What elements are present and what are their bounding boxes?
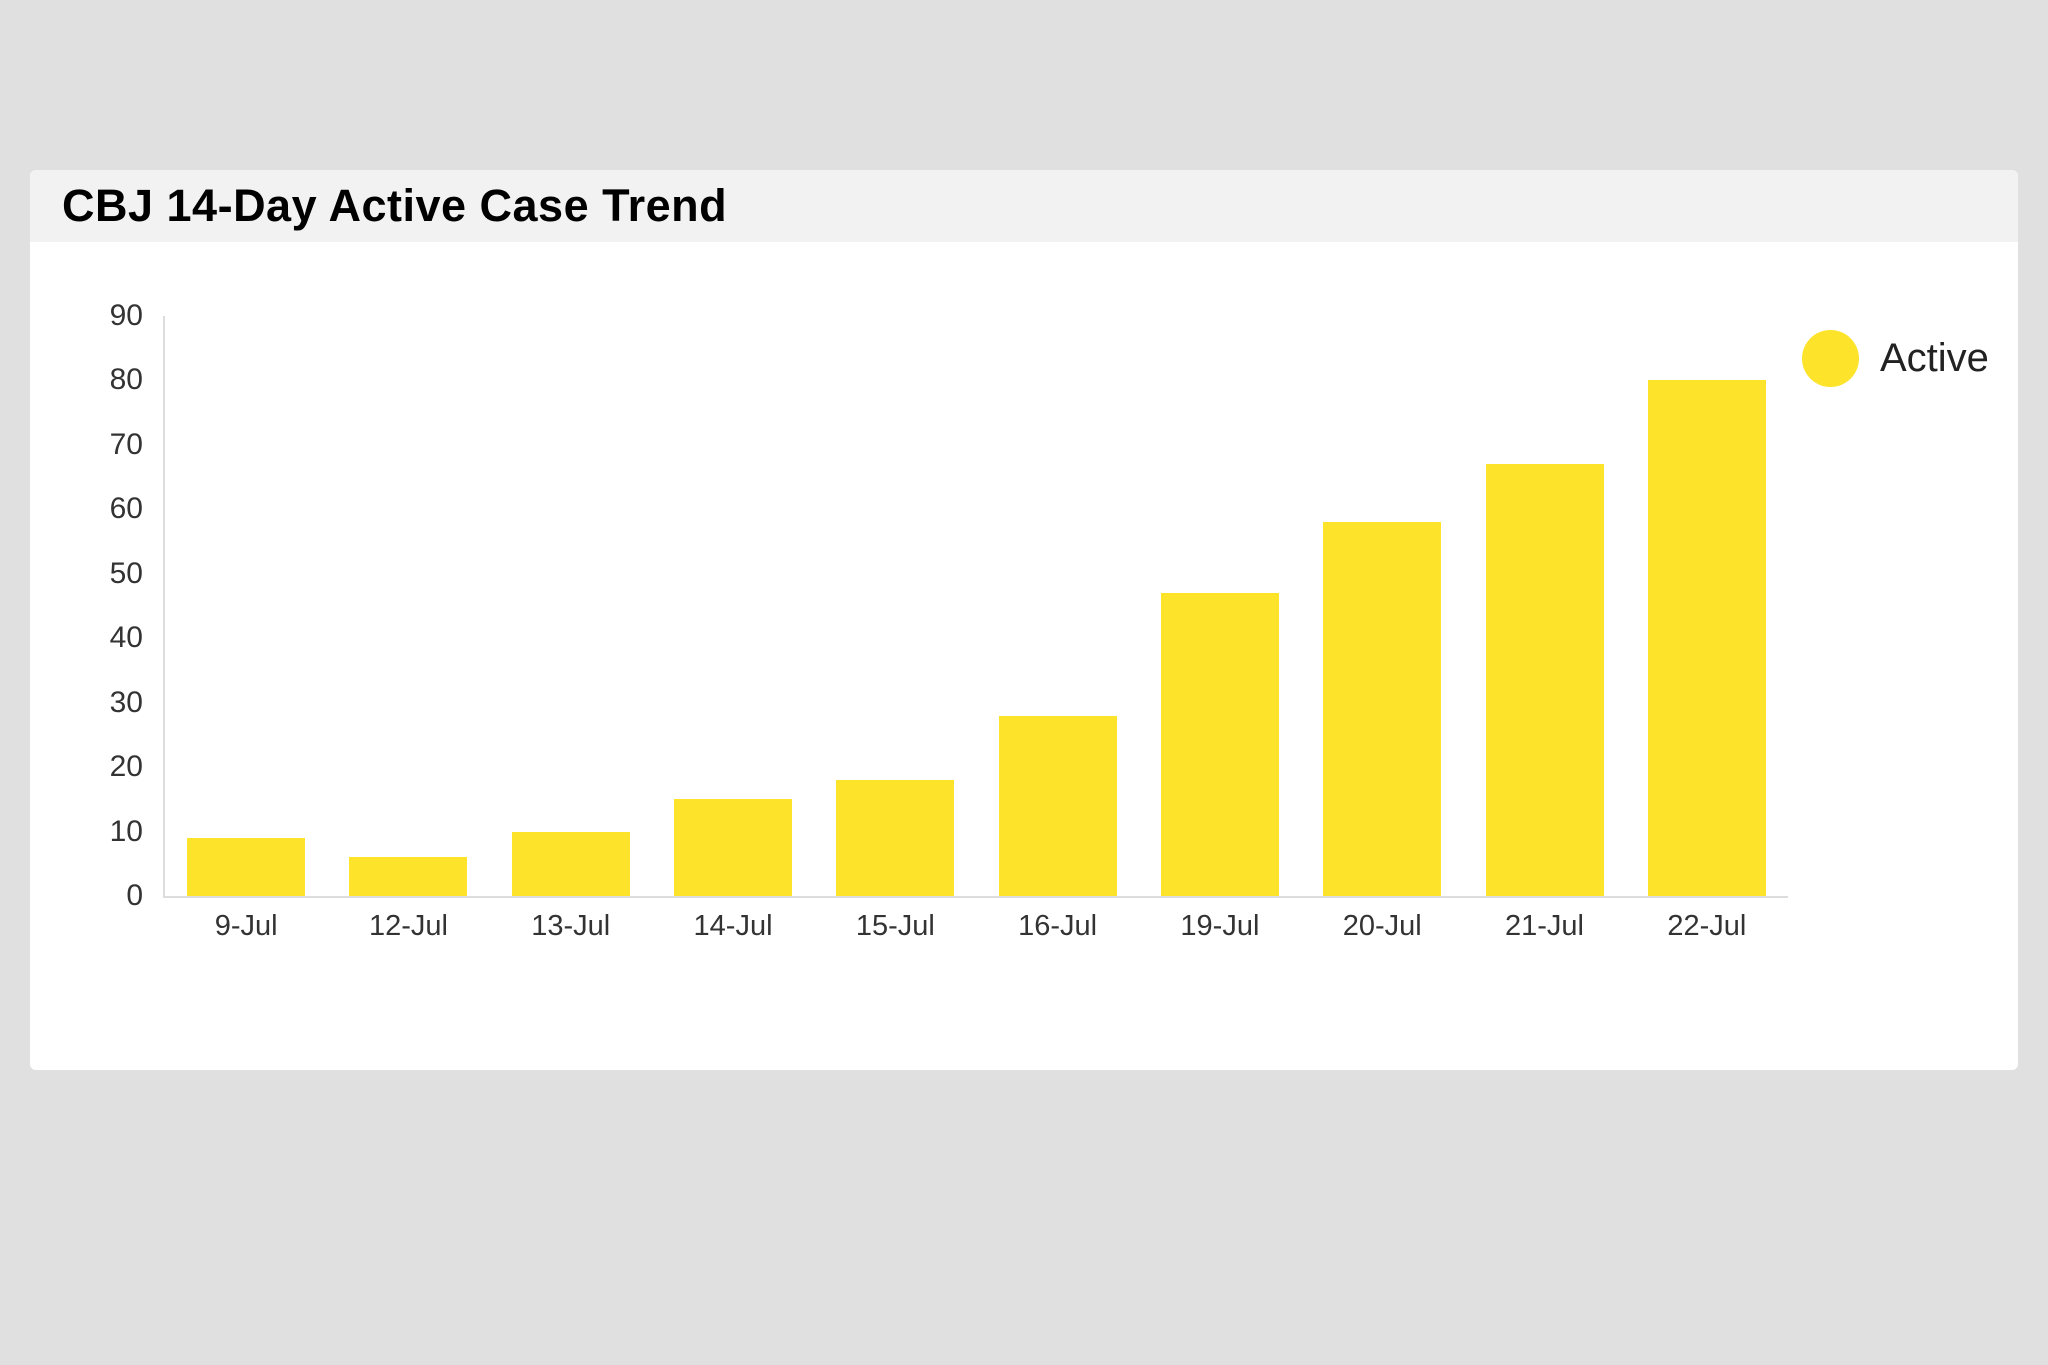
x-tick-label: 15-Jul	[855, 910, 935, 942]
card-header: CBJ 14-Day Active Case Trend	[30, 170, 2018, 242]
bar-20-jul[interactable]	[1323, 522, 1442, 896]
bar-15-jul[interactable]	[836, 780, 955, 896]
bar-12-jul[interactable]	[349, 857, 468, 896]
bar-band	[1301, 316, 1463, 896]
y-tick-label: 20	[109, 750, 143, 784]
y-tick-label: 90	[109, 299, 143, 332]
x-axis-labels: 9-Jul 12-Jul 13-Jul 14-Jul 15-Jul 16-Jul 19-Ju…	[165, 910, 1788, 943]
legend-marker-circle	[1802, 330, 1859, 387]
bar-14-jul[interactable]	[674, 799, 793, 896]
bar-band	[1463, 316, 1625, 896]
legend-label: Active	[1880, 336, 1989, 380]
bar-band	[1139, 316, 1301, 896]
x-tick-label: 14-Jul	[693, 910, 773, 942]
y-tick-label: 40	[109, 621, 143, 655]
chart-title: CBJ 14-Day Active Case Trend	[62, 180, 728, 231]
bar-series	[165, 316, 1788, 896]
bar-band	[652, 316, 814, 896]
x-tick-label: 22-Jul	[1667, 910, 1747, 942]
x-axis-line	[163, 896, 1788, 898]
y-tick-label: 50	[109, 556, 143, 590]
y-tick-label: 30	[109, 685, 143, 719]
x-tick-label: 12-Jul	[368, 910, 448, 942]
bar-13-jul[interactable]	[511, 831, 630, 896]
bar-21-jul[interactable]	[1485, 464, 1604, 896]
y-tick-label: 0	[126, 879, 143, 912]
bar-band	[165, 316, 327, 896]
y-tick-label: 10	[109, 814, 143, 848]
x-tick-label: 19-Jul	[1180, 910, 1260, 942]
bar-22-jul[interactable]	[1647, 380, 1766, 896]
bar-band	[327, 316, 489, 896]
y-axis-ticks: 0 10 20 30 40 50 60 70 80 90	[30, 301, 143, 911]
bar-band	[490, 316, 652, 896]
bar-band	[1626, 316, 1788, 896]
bar-19-jul[interactable]	[1160, 593, 1279, 896]
x-tick-label: 21-Jul	[1505, 910, 1585, 942]
chart-card: CBJ 14-Day Active Case Trend 0 10 20 30 40 50…	[30, 170, 2018, 1070]
y-axis-line	[163, 316, 165, 896]
x-tick-label: 20-Jul	[1342, 910, 1422, 942]
bar-band	[814, 316, 976, 896]
y-tick-label: 60	[109, 492, 143, 526]
bar-16-jul[interactable]	[998, 715, 1117, 896]
x-tick-label: 9-Jul	[214, 910, 278, 942]
x-tick-label: 16-Jul	[1018, 910, 1098, 942]
bar-9-jul[interactable]	[187, 838, 306, 896]
y-tick-label: 80	[109, 363, 143, 397]
bar-band	[976, 316, 1138, 896]
x-tick-label: 13-Jul	[531, 910, 611, 942]
y-tick-label: 70	[109, 427, 143, 461]
legend: Active	[1802, 330, 1989, 387]
